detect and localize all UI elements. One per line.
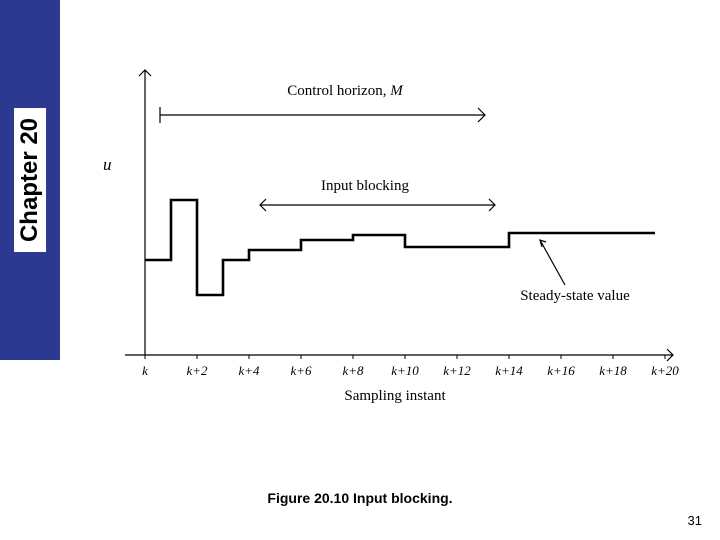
svg-text:k+6: k+6 [290,363,312,378]
page-number: 31 [688,513,702,528]
svg-text:k+18: k+18 [599,363,627,378]
svg-text:k+14: k+14 [495,363,523,378]
figure-caption: Figure 20.10 Input blocking. [0,490,720,506]
svg-text:k+10: k+10 [391,363,419,378]
svg-text:Control horizon, M: Control horizon, M [287,83,404,99]
diagram-svg: u k k+2 k+4 k+6 k+8 k+10 k+12 k+14 k+16 k+18 k+20 Sa… [85,35,685,415]
svg-text:Steady-state value: Steady-state value [520,288,630,304]
svg-text:Sampling instant: Sampling instant [344,388,446,404]
svg-text:k+12: k+12 [443,363,471,378]
chapter-sidebar: Chapter 20 [0,0,60,360]
chapter-label: Chapter 20 [14,108,46,252]
svg-text:k+16: k+16 [547,363,575,378]
svg-text:k: k [142,363,148,378]
svg-text:k+20: k+20 [651,363,679,378]
svg-text:Input blocking: Input blocking [321,178,409,194]
figure-diagram: u k k+2 k+4 k+6 k+8 k+10 k+12 k+14 k+16 k+18 k+20 Sa… [85,35,685,415]
svg-text:k+8: k+8 [342,363,364,378]
svg-text:k+2: k+2 [186,363,208,378]
svg-text:u: u [103,155,112,174]
svg-text:k+4: k+4 [238,363,260,378]
